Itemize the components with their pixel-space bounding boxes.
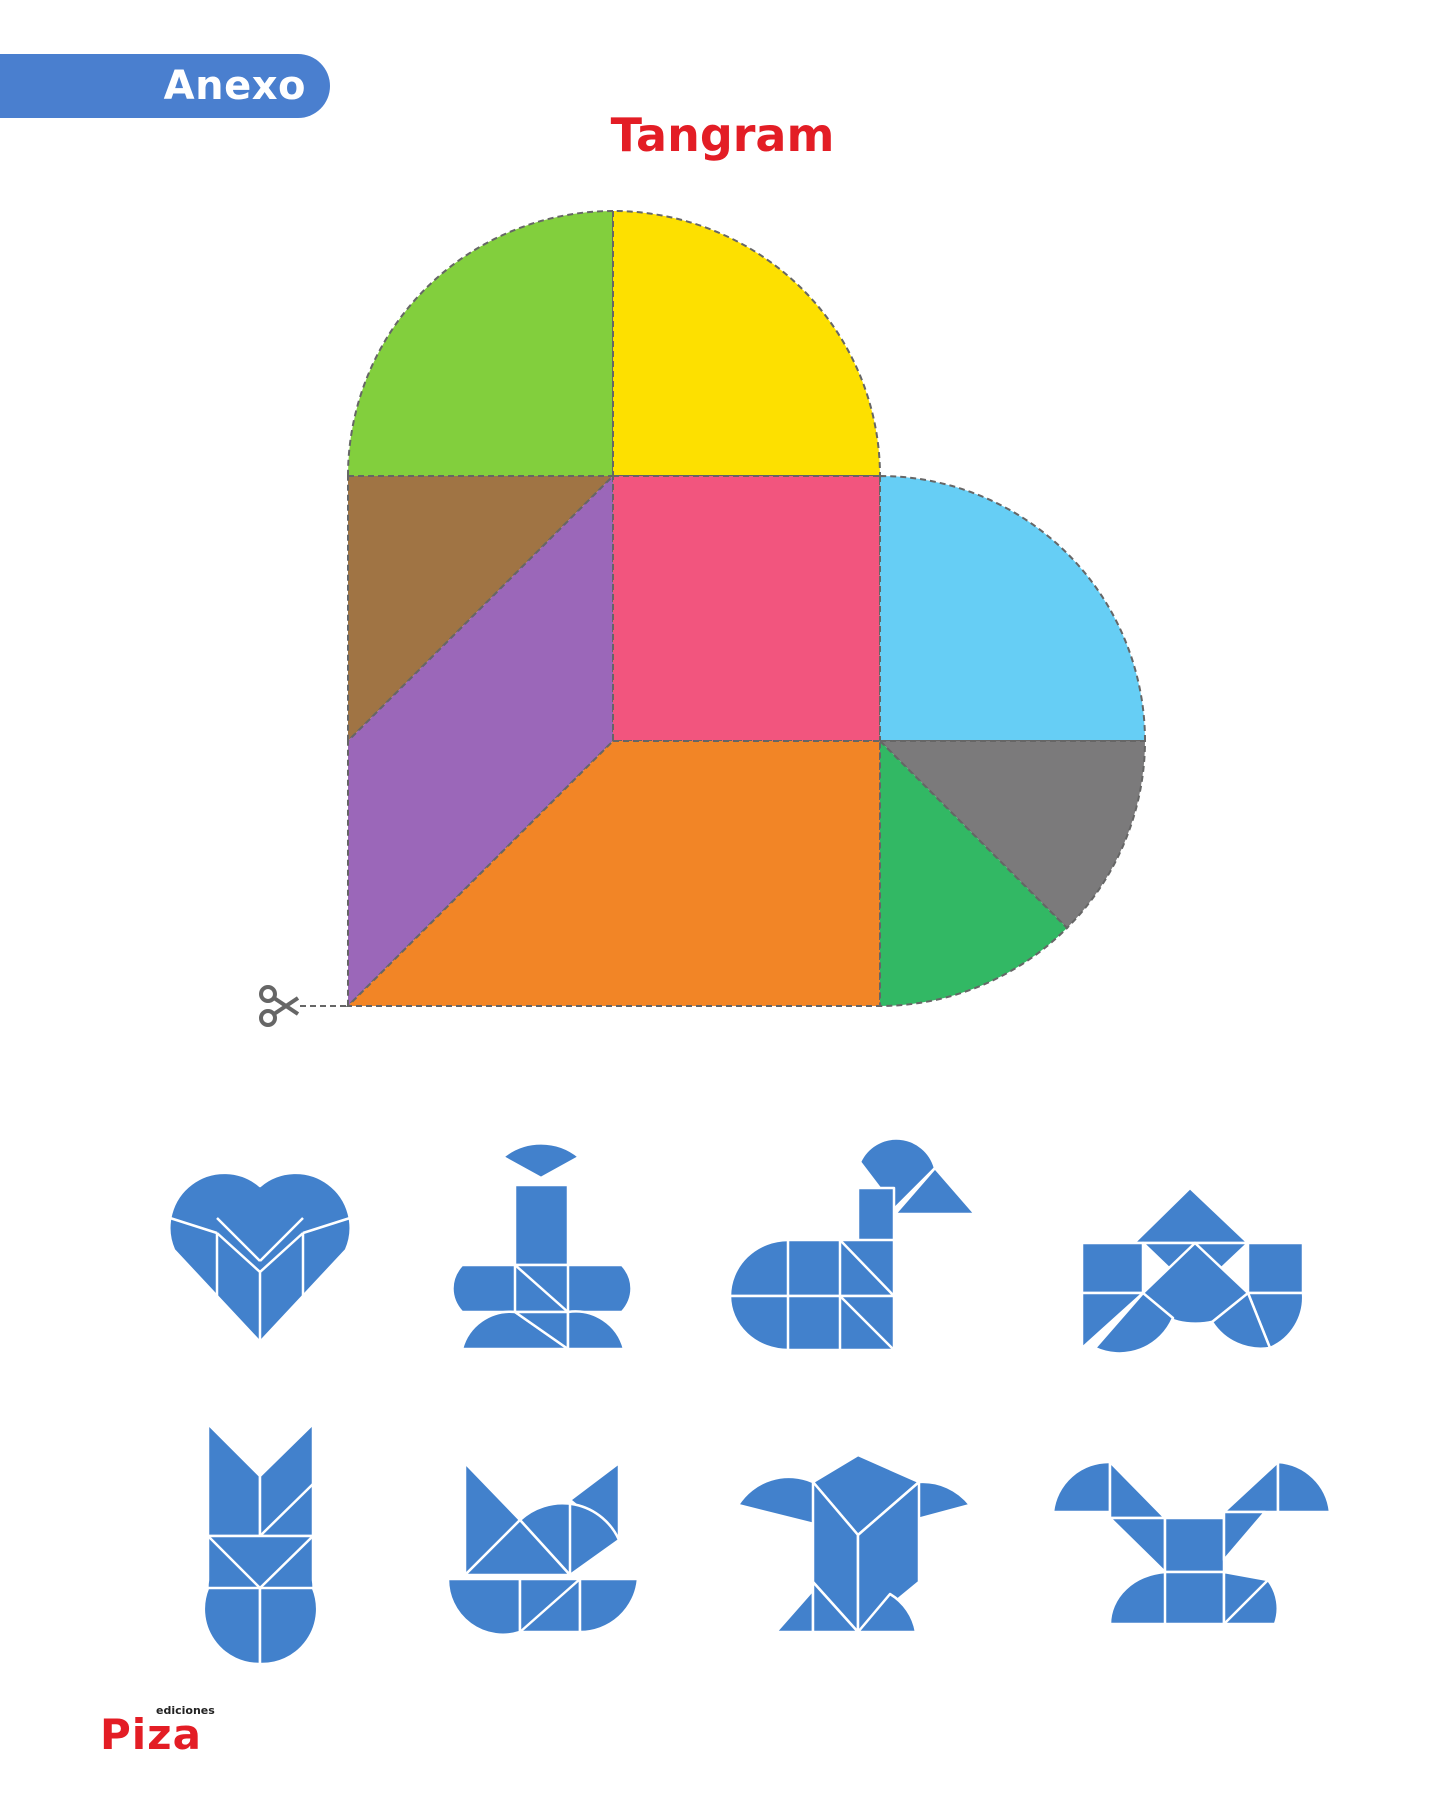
figure-bird — [736, 1453, 972, 1634]
figure-cat — [446, 1461, 640, 1636]
yellow-quarter-circle — [612, 209, 882, 477]
page-title: Tangram — [610, 108, 835, 162]
cyan-quarter-circle — [879, 474, 1147, 742]
publisher-logo: ediciones Piza — [100, 1704, 220, 1760]
anexo-label: Anexo — [163, 63, 306, 109]
figure-horse — [1051, 1460, 1332, 1626]
green-quarter-circle — [346, 209, 614, 477]
figure-heart — [168, 1171, 352, 1344]
figure-bunny — [202, 1422, 319, 1666]
anexo-tab: Anexo — [0, 54, 330, 118]
scissors-icon — [259, 985, 300, 1027]
figure-boat — [1080, 1186, 1305, 1355]
logo-sub: ediciones — [156, 1704, 215, 1717]
figure-lamp — [451, 1142, 633, 1351]
tangram-heart — [259, 209, 1147, 1027]
purple-parallelogram — [347, 473, 614, 1009]
logo-main: Piza — [100, 1710, 202, 1759]
figure-swan — [728, 1137, 977, 1352]
green-sector — [879, 738, 1069, 1008]
gray-sector — [877, 740, 1147, 930]
